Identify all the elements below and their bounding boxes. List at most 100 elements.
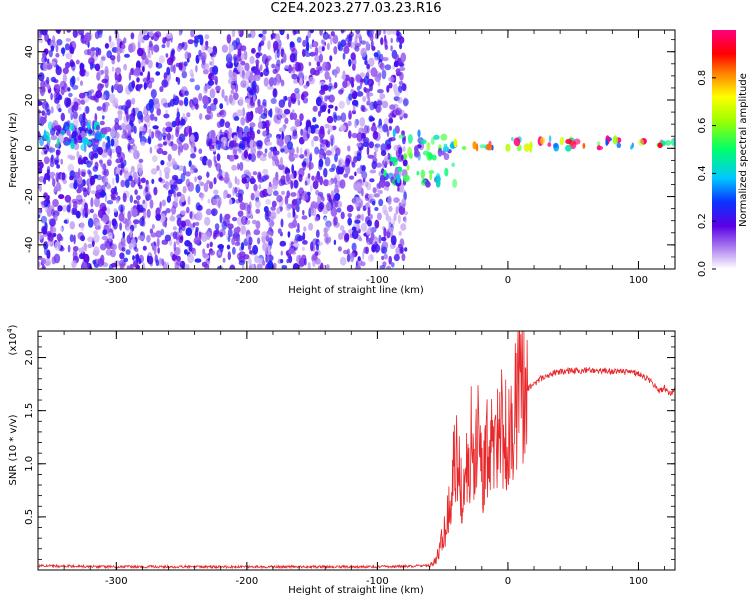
spectrogram-speckle	[317, 241, 324, 246]
spectrogram-speckle	[328, 82, 333, 89]
spectrogram-speckle	[321, 104, 327, 113]
spectrogram-speckle	[356, 91, 364, 97]
spectrogram-speckle	[41, 264, 46, 269]
spectrogram-speckle	[348, 110, 352, 120]
spectrogram-speckle	[41, 257, 46, 265]
spectrogram-speckle	[172, 94, 176, 99]
spectrogram-speckle	[355, 30, 361, 35]
spectrogram-speckle	[366, 125, 370, 134]
spectrogram-speckle	[402, 159, 408, 167]
spectrogram-speckle	[69, 175, 74, 181]
spectrogram-speckle	[176, 111, 181, 120]
spectrogram-speckle	[319, 142, 326, 148]
spectrogram-speckle	[329, 167, 335, 173]
spectrogram-speckle	[395, 68, 401, 74]
spectrogram-speckle	[177, 145, 181, 156]
spectrogram-speckle	[152, 125, 159, 130]
spectrogram-speckle	[383, 185, 387, 191]
spectrogram-speckle	[193, 250, 197, 256]
spectrogram-speckle	[44, 33, 49, 42]
spectrogram-speckle	[332, 34, 339, 44]
spectrogram-speckle	[327, 180, 333, 186]
spectrogram-speckle	[167, 153, 172, 162]
spectrogram-speckle	[58, 108, 62, 113]
spectrogram-speckle	[348, 93, 353, 101]
spectrogram-speckle	[319, 30, 323, 36]
spectrogram-speckle	[396, 37, 400, 43]
spectrogram-speckle	[69, 221, 76, 230]
spectrogram-speckle	[128, 175, 133, 182]
spectrogram-speckle	[66, 204, 71, 213]
spectrogram-speckle	[57, 205, 63, 212]
spectrogram-speckle	[262, 99, 267, 106]
spectrogram-speckle	[361, 105, 366, 113]
spectrogram-speckle	[72, 208, 78, 216]
spectrogram-speckle	[355, 196, 362, 204]
spectrogram-speckle	[294, 87, 300, 94]
spectrogram-speckle	[330, 138, 334, 147]
spectrogram-speckle	[290, 126, 298, 132]
spectrogram-speckle	[363, 75, 370, 86]
spectrogram-speckle	[145, 179, 149, 186]
spectrogram-speckle	[294, 119, 301, 127]
spectrogram-speckle	[46, 64, 53, 70]
spectrogram-speckle	[565, 144, 572, 152]
spectrogram-speckle	[262, 242, 269, 252]
y-tick-label: 2.0	[24, 350, 35, 366]
spectrogram-speckle	[43, 129, 47, 139]
spectrogram-speckle	[342, 80, 348, 89]
spectrogram-speckle	[472, 141, 477, 150]
spectrogram-speckle	[42, 146, 47, 152]
spectrogram-speckle	[111, 148, 115, 154]
spectrogram-speckle	[240, 116, 246, 126]
spectrogram-speckle	[333, 239, 337, 245]
spectrogram-speckle	[372, 187, 377, 194]
spectrogram-speckle	[513, 137, 521, 147]
spectrogram-speckle	[453, 138, 458, 148]
spectrogram-speckle	[363, 246, 368, 254]
y-tick-label: 1.0	[24, 456, 35, 472]
spectrogram-speckle	[265, 210, 272, 217]
spectrogram-speckle	[221, 171, 226, 177]
spectrogram-speckle	[290, 180, 294, 190]
spectrogram-speckle	[66, 97, 72, 107]
spectrogram-speckle	[290, 66, 294, 71]
spectrogram-speckle	[388, 82, 393, 89]
spectrogram-speckle	[118, 72, 122, 83]
spectrogram-speckle	[236, 178, 240, 186]
spectrogram-speckle	[73, 200, 78, 211]
spectrogram-speckle	[209, 241, 213, 248]
spectrogram-speckle	[167, 102, 172, 108]
spectrogram-speckle	[384, 161, 388, 169]
spectrogram-speckle	[420, 139, 427, 145]
spectrogram-speckle	[162, 37, 167, 44]
spectrogram-speckle	[657, 142, 663, 149]
spectrogram-speckle	[198, 148, 203, 154]
spectrogram-speckle	[389, 137, 396, 142]
spectrogram-speckle	[87, 218, 94, 228]
spectrogram-speckle	[80, 32, 84, 39]
spectrogram-speckle	[351, 161, 356, 168]
spectrogram-speckle	[328, 94, 335, 103]
spectrogram-speckle	[271, 63, 275, 69]
spectrogram-speckle	[240, 53, 245, 60]
spectrogram-speckle	[106, 200, 114, 205]
snr-ticks: -300 -200 -100 0 100 0.5 1.0 1.5 2.0	[24, 331, 675, 587]
spectrogram-speckle	[403, 174, 410, 182]
spectrogram-speckle	[333, 216, 338, 226]
spectrogram-speckle	[337, 246, 342, 252]
spectrogram-speckle	[142, 77, 149, 83]
spectrogram-speckle	[406, 164, 410, 171]
spectrogram-speckle	[60, 158, 63, 165]
spectrogram-speckle	[49, 218, 56, 227]
spectrogram-speckle	[316, 244, 319, 251]
spectrogram-speckle	[38, 100, 43, 106]
spectrogram-speckle	[372, 130, 379, 140]
spectrogram-speckle	[164, 180, 170, 191]
spectrogram-speckle	[381, 236, 387, 242]
spectrogram-speckle	[451, 162, 456, 168]
spectrogram-speckle	[52, 199, 59, 207]
spectrogram-speckle	[205, 208, 212, 216]
spectrogram-speckle	[66, 217, 70, 224]
